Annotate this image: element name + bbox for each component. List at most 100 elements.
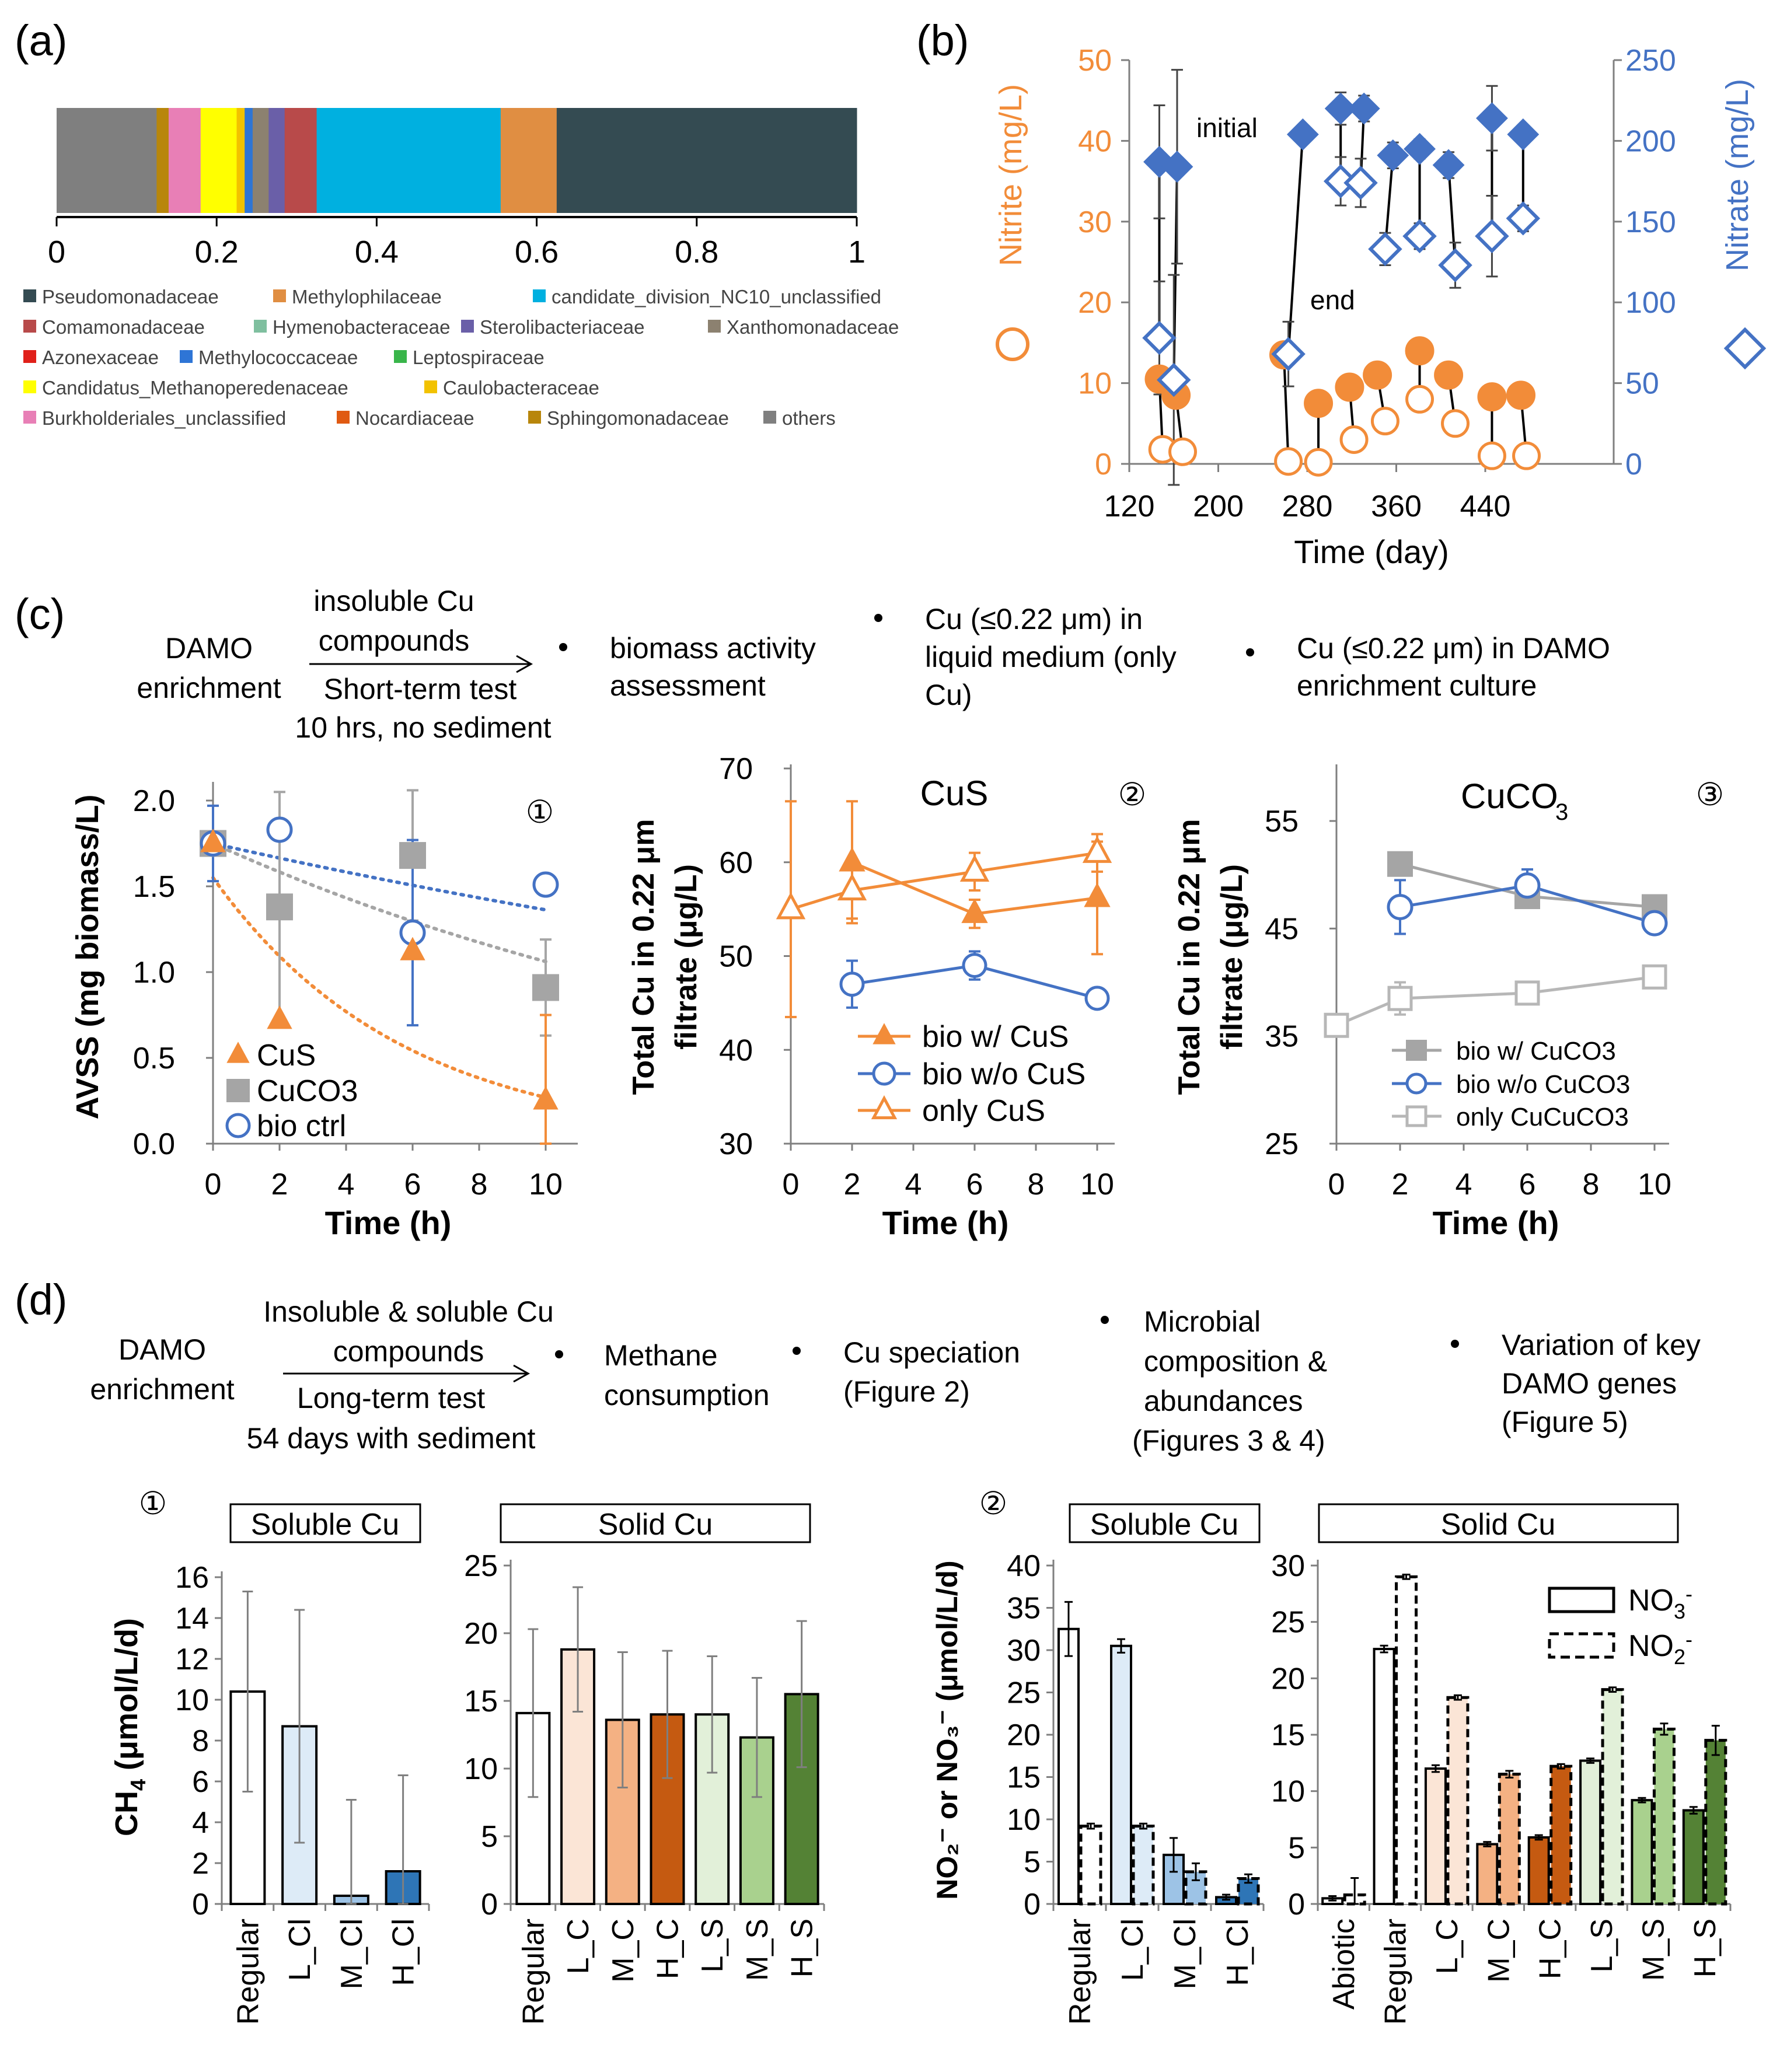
- c2-xtick-label: 0: [783, 1168, 800, 1201]
- panel-d-label: (d): [15, 1276, 67, 1324]
- c1-legend-bioctrl: bio ctrl: [257, 1109, 346, 1143]
- c3-legend-biow: bio w/ CuCO3: [1456, 1037, 1616, 1065]
- c-arrow-head: [516, 655, 533, 673]
- d2-soluble-ytick-label: 15: [1007, 1761, 1041, 1795]
- legend-label-14: Sphingomonadaceae: [547, 407, 729, 429]
- legend-swatch-4: [254, 320, 267, 333]
- panel-b-ytick-right-label: 150: [1625, 205, 1676, 239]
- d1-solid-category-label: H_C: [651, 1919, 685, 1979]
- d2-soluble-no3-bar-1: [1110, 1644, 1132, 1905]
- d2-solid-ytick-label: 5: [1288, 1831, 1305, 1865]
- c1-ytick-label: 0.5: [133, 1042, 175, 1075]
- d1-solid-category-label: Regular: [516, 1919, 550, 2025]
- nitrate-initial-point-8: [1476, 102, 1508, 135]
- nitrate-link: [1447, 165, 1457, 265]
- nitrate-initial-point-3: [1324, 92, 1357, 125]
- d1-solid-ytick-label: 0: [481, 1888, 498, 1921]
- nitrate-end-point-2: [1271, 337, 1306, 372]
- legend-swatch-15: [763, 411, 776, 424]
- legend-swatch-14: [528, 411, 541, 424]
- nitrite-initial-point-4: [1335, 372, 1364, 402]
- d1-soluble-category-label: Regular: [231, 1919, 265, 2025]
- d2-solid-title: Solid Cu: [1441, 1508, 1556, 1542]
- nitrate-initial-point-6: [1404, 132, 1436, 165]
- d2-soluble-category-label: L_Cl: [1116, 1919, 1150, 1981]
- c3-xtick-label: 10: [1638, 1168, 1671, 1201]
- legend-swatch-10: [23, 380, 36, 393]
- d1-soluble-ytick-label: 8: [192, 1724, 209, 1758]
- d-arrow-bottom: 54 days with sediment: [247, 1422, 536, 1455]
- panel-c-label: (c): [15, 590, 65, 638]
- c2-xtick-label: 6: [966, 1168, 983, 1201]
- d1-soluble-category-label: L_Cl: [283, 1919, 317, 1981]
- c2-ylabel: filtrate (μg/L): [669, 864, 703, 1050]
- nitrite-end-point-4: [1339, 425, 1369, 454]
- d2-solid-no2-bar-1: [1395, 1575, 1418, 1906]
- nitrate-legend-icon: [1723, 327, 1767, 370]
- legend-swatch-2: [533, 289, 546, 302]
- d2-soluble-ytick-label: 10: [1007, 1803, 1041, 1837]
- d2-solid-no3-bar-4: [1527, 1836, 1550, 1906]
- d-bullet3-text: Microbial: [1144, 1305, 1261, 1338]
- c2-number: ②: [1118, 777, 1146, 812]
- c1-cuco3-point-3: [532, 974, 559, 1001]
- c3-legend-only-marker: [1405, 1105, 1428, 1127]
- nitrate-end-point-7: [1438, 248, 1472, 282]
- d-arrow-bottom: Long-term test: [297, 1382, 485, 1414]
- d1-solid-category-label: M_C: [606, 1919, 640, 1983]
- c2-legend-biow-marker: [872, 1023, 896, 1044]
- nitrate-initial-point-7: [1432, 149, 1465, 181]
- c3-ylabel: Total Cu in 0.22 μm: [1172, 819, 1206, 1095]
- d2-solid-title-box: [1318, 1503, 1679, 1543]
- d2-soluble-ytick-label: 5: [1024, 1846, 1041, 1879]
- d2-solid-category-label: H_C: [1534, 1919, 1568, 1979]
- c3-xtick-label: 2: [1392, 1168, 1409, 1201]
- composition-segment-3: [200, 108, 237, 213]
- c2-only-point-1: [837, 873, 867, 901]
- d2-solid-no2-bar-2: [1446, 1696, 1470, 1906]
- d1-soluble-ytick-label: 10: [175, 1683, 209, 1717]
- d-bullet4-text: (Figure 5): [1502, 1406, 1628, 1438]
- c-bullet1-text: assessment: [610, 669, 766, 702]
- legend-swatch-1: [273, 289, 286, 302]
- d1-soluble-ytick-label: 6: [192, 1765, 209, 1799]
- d1-soluble-ytick-label: 16: [175, 1561, 209, 1595]
- c2-biowo-point-2: [1084, 986, 1110, 1011]
- d1-solid-category-label: L_S: [696, 1919, 730, 1973]
- d1-solid-title-box: [500, 1503, 811, 1543]
- annotation-end: end: [1310, 285, 1355, 315]
- c3-biowo-point-0: [1387, 893, 1413, 920]
- c3-ytick-label: 35: [1265, 1020, 1299, 1054]
- d2-solid-no3-bar-1: [1373, 1648, 1395, 1905]
- annotation-initial: initial: [1196, 113, 1258, 143]
- c2-xtick-label: 2: [844, 1168, 861, 1201]
- panel-b-label: (b): [916, 16, 969, 65]
- d-arrow-top: compounds: [333, 1335, 484, 1368]
- c-arrow-bottom: 10 hrs, no sediment: [295, 711, 551, 744]
- legend-label-6: Xanthomonadaceae: [727, 316, 899, 338]
- legend-label-11: Caulobacteraceae: [443, 377, 599, 399]
- c3-legend-biowo-marker: [1405, 1072, 1428, 1095]
- c3-biowo-point-2: [1641, 910, 1668, 937]
- d-bullet2-text: (Figure 2): [843, 1375, 970, 1408]
- nitrate-end-point-4: [1343, 166, 1378, 200]
- c1-number: ①: [526, 795, 554, 830]
- panel-a-tick-label: 0.2: [195, 235, 239, 270]
- d1-solid-ytick-label: 5: [481, 1820, 498, 1854]
- c-flow-left: DAMO: [165, 632, 253, 665]
- c2-ytick-label: 40: [719, 1033, 753, 1067]
- c3-ytick-label: 55: [1265, 805, 1299, 838]
- c3-biow-point-0: [1387, 851, 1413, 877]
- c1-ytick-label: 2.0: [133, 784, 175, 818]
- d1-solid-category-label: L_C: [561, 1919, 595, 1974]
- c-bullet: [874, 614, 882, 622]
- c2-title: CuS: [920, 774, 989, 813]
- nitrite-legend-icon: [996, 327, 1029, 361]
- legend-no3-label: NO3-: [1628, 1582, 1692, 1623]
- d1-solid-ytick-label: 20: [464, 1617, 498, 1651]
- c2-legend-biowo: bio w/o CuS: [922, 1057, 1086, 1091]
- panel-b-ytick-right-label: 200: [1625, 124, 1676, 158]
- c1-cus-point-2: [400, 937, 425, 960]
- d2-solid-no2-bar-6: [1652, 1727, 1676, 1906]
- c-bullet2-text: Cu (≤0.22 μm) in: [925, 603, 1143, 635]
